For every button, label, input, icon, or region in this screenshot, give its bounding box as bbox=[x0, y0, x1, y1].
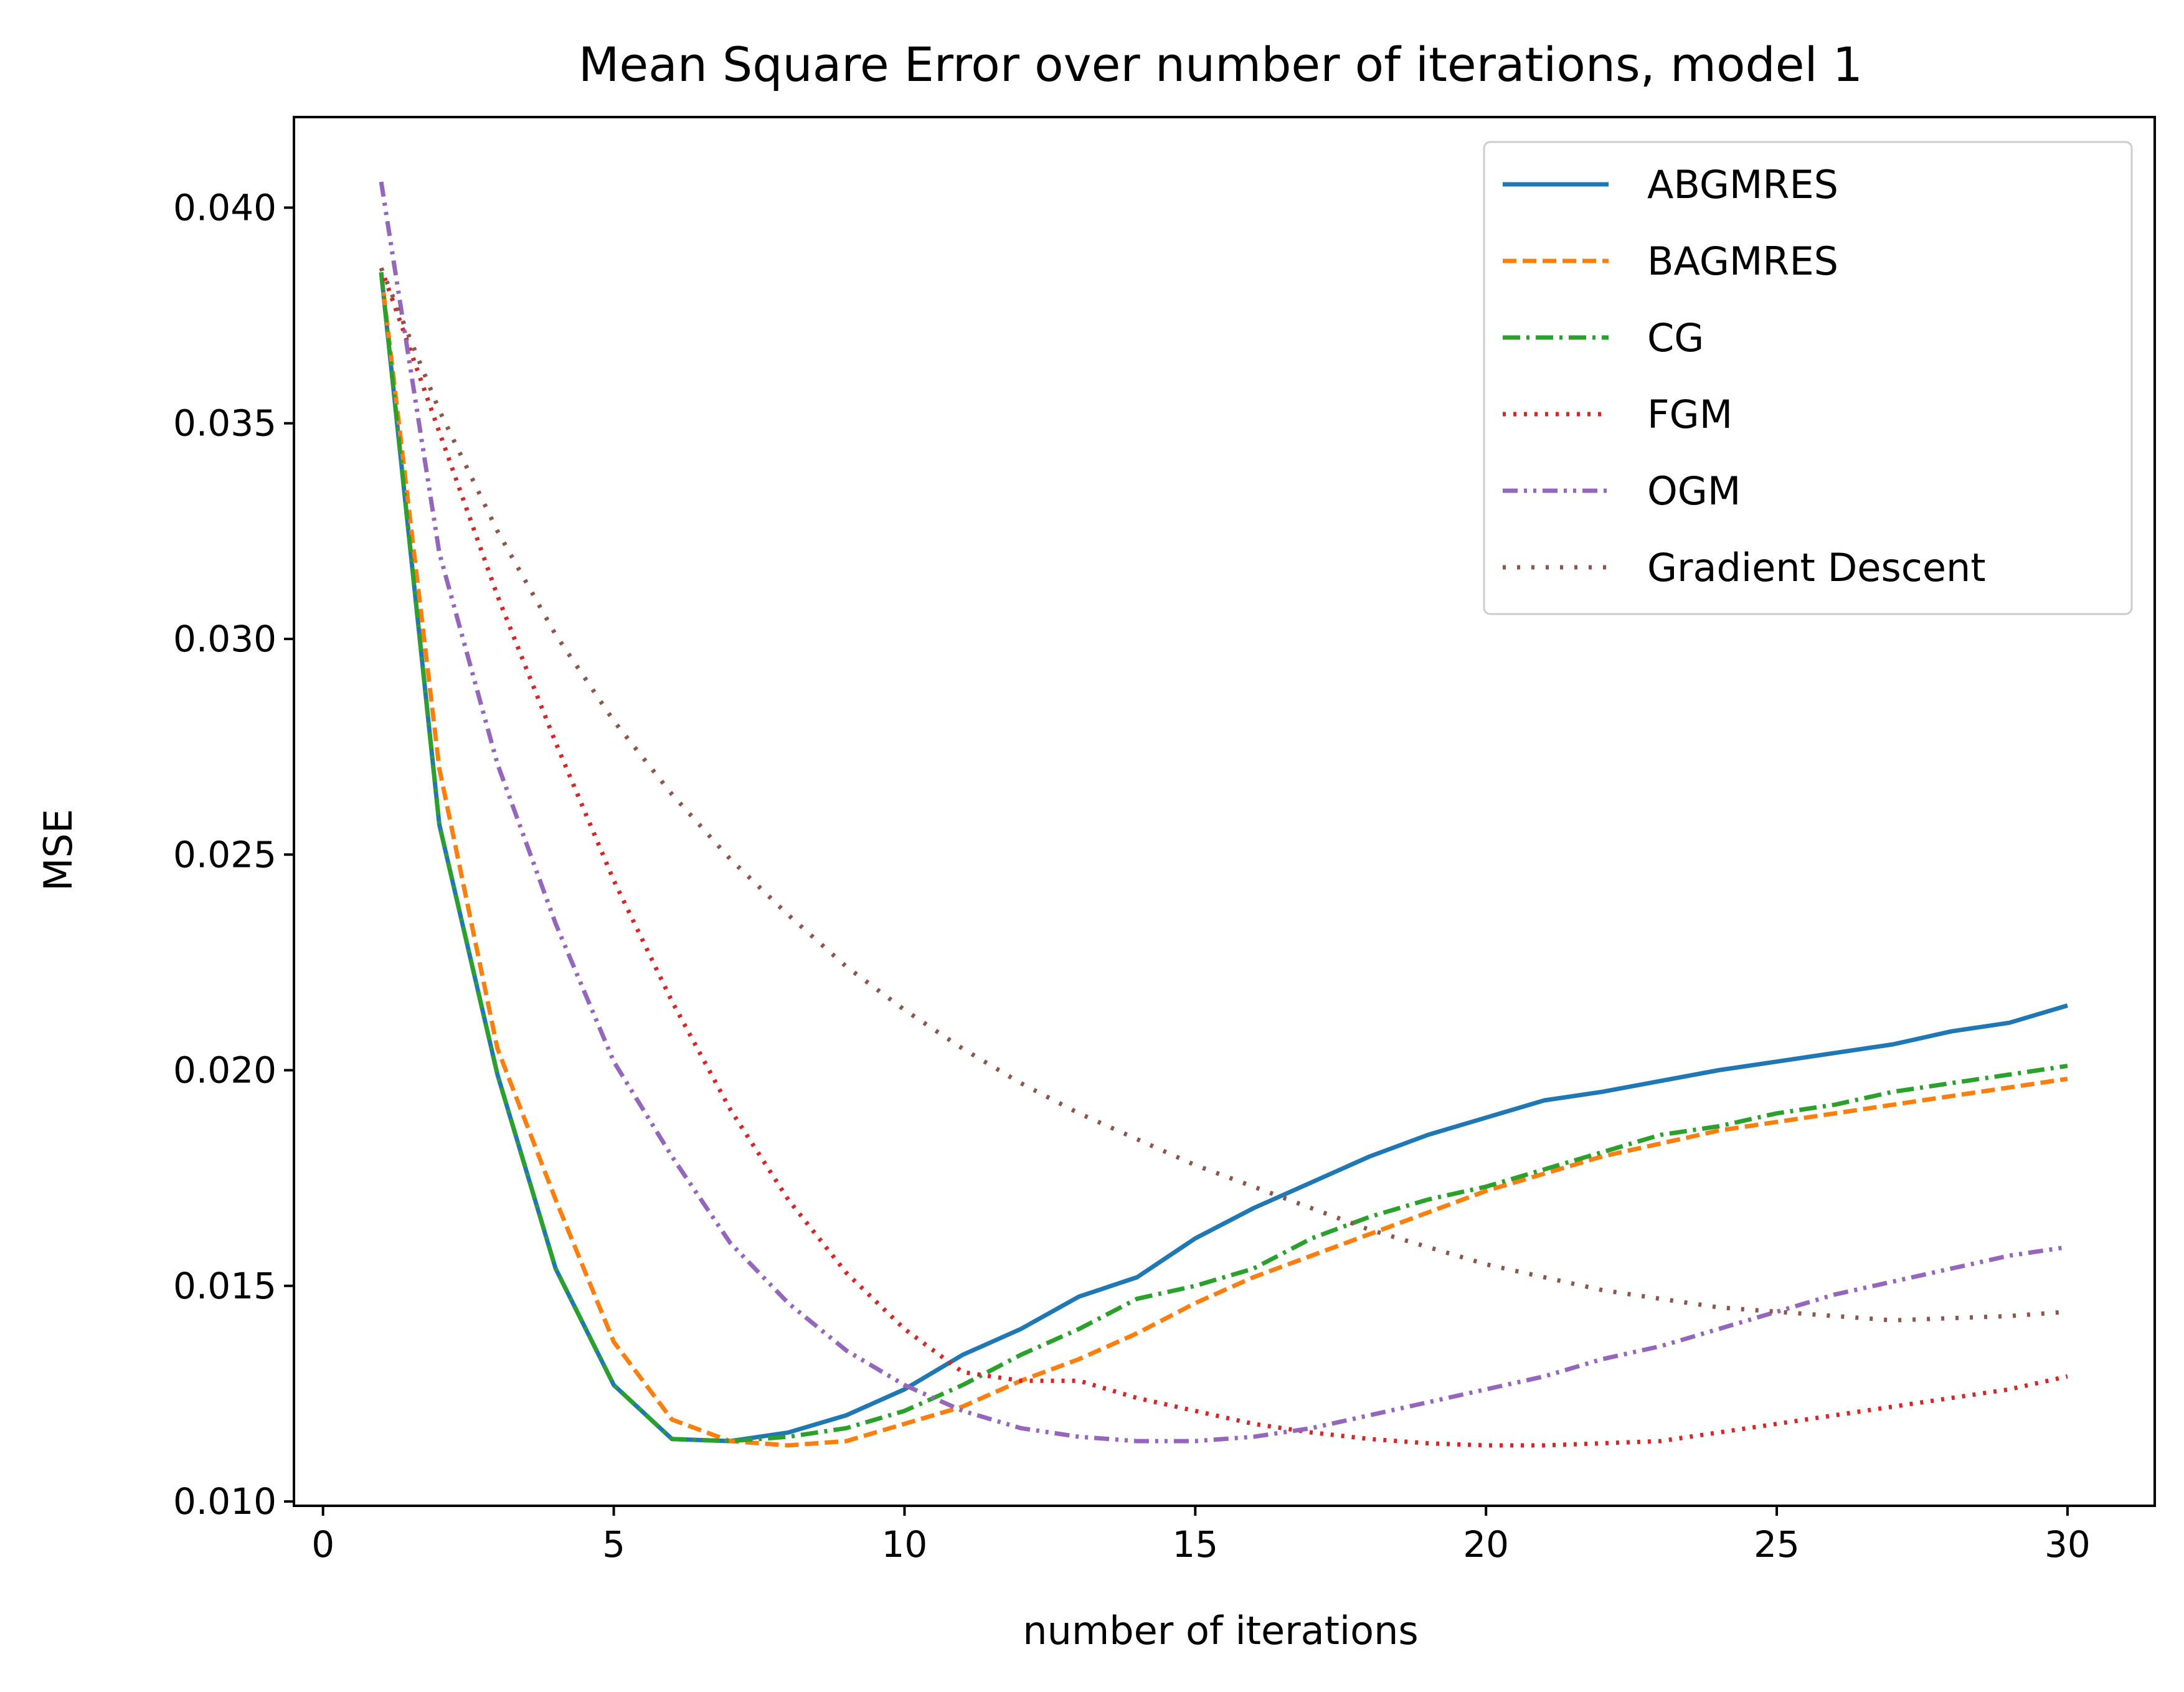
y-tick-label: 0.015 bbox=[173, 1265, 277, 1307]
series-line-fgm bbox=[379, 267, 2068, 1448]
plot-area: 0 5 10 15 20 25 30 0.0100.0150.0200.0250.0300.… bbox=[173, 116, 2156, 1566]
x-tick-label: 20 bbox=[1463, 1523, 1509, 1566]
y-tick-label: 0.010 bbox=[173, 1480, 277, 1523]
x-axis-label: number of iterations bbox=[1023, 1608, 1418, 1653]
series-line-bagmres bbox=[379, 272, 2068, 1448]
legend-label: BAGMRES bbox=[1647, 239, 1838, 284]
y-tick-label: 0.040 bbox=[173, 186, 277, 229]
y-tick-label: 0.035 bbox=[173, 402, 277, 445]
x-tick-label: 0 bbox=[311, 1523, 334, 1566]
legend-label: ABGMRES bbox=[1647, 162, 1838, 207]
series-line-cg bbox=[379, 272, 2068, 1444]
x-tick-label: 10 bbox=[882, 1523, 928, 1566]
x-tick-label: 5 bbox=[602, 1523, 625, 1566]
y-tick-label: 0.025 bbox=[173, 833, 277, 876]
y-tick-label: 0.020 bbox=[173, 1049, 277, 1092]
legend-label: FGM bbox=[1647, 392, 1733, 437]
x-tick-label: 25 bbox=[1754, 1523, 1800, 1566]
x-axis: 0 5 10 15 20 25 30 bbox=[311, 1506, 2091, 1566]
y-axis: 0.010 0.015 0.020 0.025 0.030 0.035 0.040 bbox=[173, 186, 294, 1523]
chart-title: Mean Square Error over number of iterati… bbox=[579, 37, 1863, 92]
legend-box bbox=[1483, 141, 2133, 615]
legend-label: OGM bbox=[1647, 468, 1741, 514]
series-lines bbox=[379, 181, 2068, 1448]
x-tick-label: 15 bbox=[1172, 1523, 1218, 1566]
y-tick-label: 0.030 bbox=[173, 618, 277, 660]
series-line-gradient-descent bbox=[379, 267, 2068, 1323]
legend: ABGMRES BAGMRES CG FGM OGM Gradient Descent bbox=[1483, 141, 2133, 615]
axes-frame bbox=[293, 116, 2156, 1507]
series-line-abgmres bbox=[379, 272, 2068, 1444]
y-axis-label: MSE bbox=[35, 809, 81, 891]
x-tick-label: 30 bbox=[2045, 1523, 2091, 1566]
legend-label: CG bbox=[1647, 315, 1704, 361]
legend-label: Gradient Descent bbox=[1647, 545, 1986, 590]
series-line-ogm bbox=[379, 181, 2068, 1444]
